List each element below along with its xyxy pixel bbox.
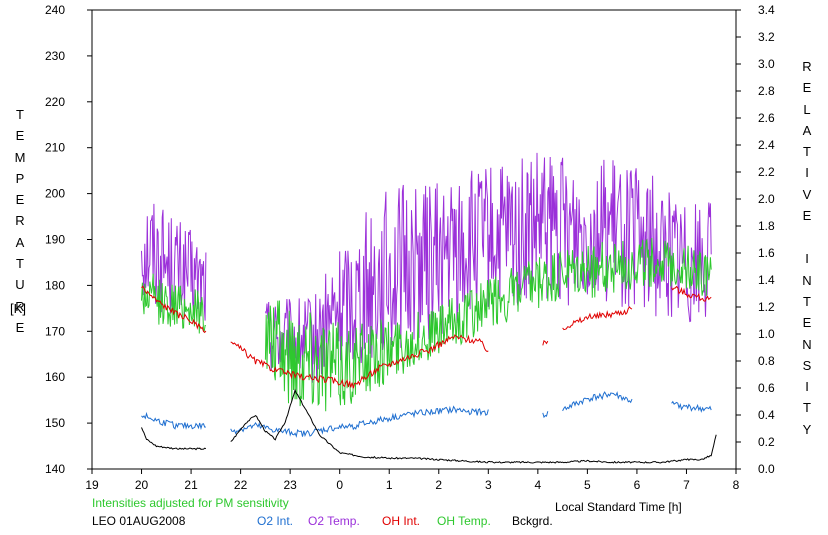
axis-title-letter: T (16, 107, 24, 122)
legend-item: OH Temp. (437, 514, 491, 528)
axis-title-letter: N (802, 336, 812, 352)
axis-title-letter: T (16, 256, 24, 272)
axis-title-letter: I (805, 379, 809, 395)
x-tick-label: 23 (283, 478, 297, 492)
y-left-tick-label: 200 (45, 187, 65, 201)
axis-title-letter: E (15, 319, 25, 335)
y-right-tick-label: 0.6 (758, 381, 775, 395)
y-right-tick-label: 0.4 (758, 408, 775, 422)
y-right-tick-label: 1.2 (758, 300, 775, 314)
y-left-tick-label: 160 (45, 370, 65, 384)
x-tick-label: 6 (634, 478, 641, 492)
y-right-tick-label: 1.0 (758, 327, 775, 341)
x-axis-title: Local Standard Time [h] (555, 500, 682, 514)
axis-title-letter: E (802, 315, 812, 331)
axis-title-letter: U (15, 277, 25, 293)
y-right-tick-label: 0.8 (758, 354, 775, 368)
x-tick-label: 7 (683, 478, 690, 492)
y-right-tick-label: 2.8 (758, 84, 775, 98)
y-right-tick-label: 3.2 (758, 30, 775, 44)
axis-title-letter: T (803, 400, 811, 416)
series-o2-int-line (141, 391, 712, 438)
y-right-tick-label: 2.4 (758, 138, 775, 152)
y-right-tick-label: 0.0 (758, 462, 775, 476)
y-right-tick-label: 2.6 (758, 111, 775, 125)
y-left-tick-label: 220 (45, 95, 65, 109)
x-tick-label: 1 (386, 478, 393, 492)
axis-title-letter: E (15, 128, 25, 144)
y-left-tick-label: 240 (45, 3, 65, 17)
axis-title-letter: E (802, 208, 812, 224)
axis-title-letter: I (805, 251, 809, 267)
axis-title-letter: R (15, 213, 25, 229)
y-right-tick-label: 3.4 (758, 3, 775, 17)
x-tick-label: 8 (733, 478, 740, 492)
axis-title-letter: T (803, 144, 811, 160)
y-left-tick-label: 180 (45, 278, 65, 292)
word-gap (797, 226, 817, 248)
y-left-tick-label: 190 (45, 233, 65, 247)
series-o2-temp-line (141, 152, 712, 383)
axis-title-letter: I (805, 165, 809, 181)
x-tick-label: 2 (435, 478, 442, 492)
legend-item: O2 Temp. (308, 514, 360, 528)
axis-title-letter: P (15, 170, 25, 186)
series-oh-temp-line (141, 237, 712, 412)
y-left-tick-label: 150 (45, 416, 65, 430)
y-axis-left-unit: [K] (10, 301, 26, 316)
y-left-tick-label: 230 (45, 49, 65, 63)
x-tick-label: 20 (135, 478, 149, 492)
x-tick-label: 3 (485, 478, 492, 492)
x-tick-label: 19 (85, 478, 99, 492)
y-right-tick-label: 1.6 (758, 246, 775, 260)
y-left-tick-label: 140 (45, 462, 65, 476)
axis-title-letter: S (802, 357, 812, 373)
axis-title-letter: E (802, 80, 812, 96)
x-tick-label: 0 (336, 478, 343, 492)
series-oh-int-line (141, 285, 712, 389)
x-tick-label: 22 (234, 478, 248, 492)
axis-title-letter: A (15, 234, 25, 250)
axis-title-letter: A (802, 122, 812, 138)
y-right-tick-label: 3.0 (758, 57, 775, 71)
y-right-tick-label: 1.4 (758, 273, 775, 287)
axis-title-letter: R (15, 298, 25, 314)
axis-title-letter: N (802, 272, 812, 288)
axis-title-letter: M (14, 149, 26, 165)
axis-title-letter: V (802, 186, 812, 202)
y-right-tick-label: 2.2 (758, 165, 775, 179)
x-tick-label: 5 (584, 478, 591, 492)
axis-title-letter: E (15, 192, 25, 208)
x-tick-label: 4 (535, 478, 542, 492)
axis-title-letter: Y (802, 421, 812, 437)
y-right-tick-label: 0.2 (758, 435, 775, 449)
y-right-tick-label: 2.0 (758, 192, 775, 206)
series-bckgrd-line (141, 388, 717, 464)
legend-item: O2 Int. (257, 514, 294, 528)
y-left-tick-label: 170 (45, 324, 65, 338)
pm-sensitivity-note: Intensities adjusted for PM sensitivity (92, 496, 289, 510)
x-tick-label: 21 (184, 478, 198, 492)
legend-item: Bckgrd. (512, 514, 553, 528)
station-date-label: LEO 01AUG2008 (92, 514, 186, 528)
y-left-tick-label: 210 (45, 141, 65, 155)
axis-title-letter: R (802, 59, 812, 74)
y-right-tick-label: 1.8 (758, 219, 775, 233)
legend-item: OH Int. (382, 514, 421, 528)
axis-title-letter: L (803, 101, 811, 117)
axis-title-letter: T (803, 293, 811, 309)
